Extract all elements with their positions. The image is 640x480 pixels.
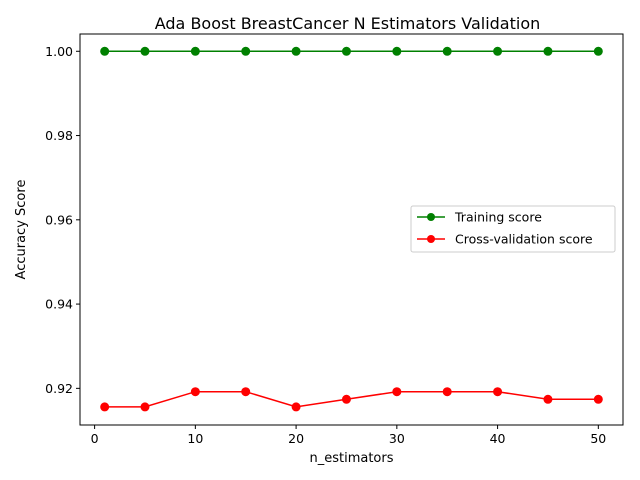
y-tick-label: 0.98 [45, 128, 73, 143]
plot-area [79, 33, 624, 426]
plot-border [79, 33, 624, 426]
legend: Training score Cross-validation score [410, 205, 616, 253]
x-tick-label: 10 [187, 431, 203, 446]
series-0-point [241, 46, 251, 56]
series-0-point [140, 46, 150, 56]
series-0-point [100, 46, 110, 56]
x-tick-label: 50 [590, 431, 606, 446]
series-1-point [140, 402, 150, 412]
series-0-point [190, 46, 200, 56]
chart-title: Ada Boost BreastCancer N Estimators Vali… [155, 14, 541, 33]
series-1-point [190, 387, 200, 397]
legend-marker-0 [427, 213, 435, 221]
series-1-point [543, 394, 553, 404]
x-axis-label: n_estimators [309, 451, 393, 466]
series-0-point [392, 46, 402, 56]
series-0-point [442, 46, 452, 56]
series-1-point [291, 402, 301, 412]
x-tick-label: 0 [91, 431, 99, 446]
y-axis: 0.92 0.94 0.96 0.98 1.00 [45, 44, 80, 396]
x-axis: 0 10 20 30 40 50 [91, 425, 606, 446]
y-tick-label: 1.00 [45, 44, 73, 59]
legend-box [410, 205, 616, 253]
series-1-point [341, 394, 351, 404]
series-0-point [493, 46, 503, 56]
series-1-point [593, 394, 603, 404]
x-tick-label: 40 [490, 431, 506, 446]
series-1-point [241, 387, 251, 397]
y-axis-label: Accuracy Score [14, 180, 29, 280]
series-line-1 [104, 390, 599, 408]
legend-label-0: Training score [454, 210, 542, 225]
legend-label-1: Cross-validation score [455, 232, 593, 247]
y-tick-label: 0.92 [45, 381, 73, 396]
x-tick-label: 30 [389, 431, 405, 446]
series-1-point [493, 387, 503, 397]
series-0-point [341, 46, 351, 56]
x-tick-label: 20 [288, 431, 304, 446]
legend-marker-1 [427, 235, 435, 243]
series-1-point [100, 402, 110, 412]
series-1-point [392, 387, 402, 397]
series-0-point [593, 46, 603, 56]
series-0-point [543, 46, 553, 56]
series-1-point [442, 387, 452, 397]
series-layer [100, 46, 603, 412]
series-0-point [291, 46, 301, 56]
y-tick-label: 0.94 [45, 297, 73, 312]
y-tick-label: 0.96 [45, 212, 73, 227]
